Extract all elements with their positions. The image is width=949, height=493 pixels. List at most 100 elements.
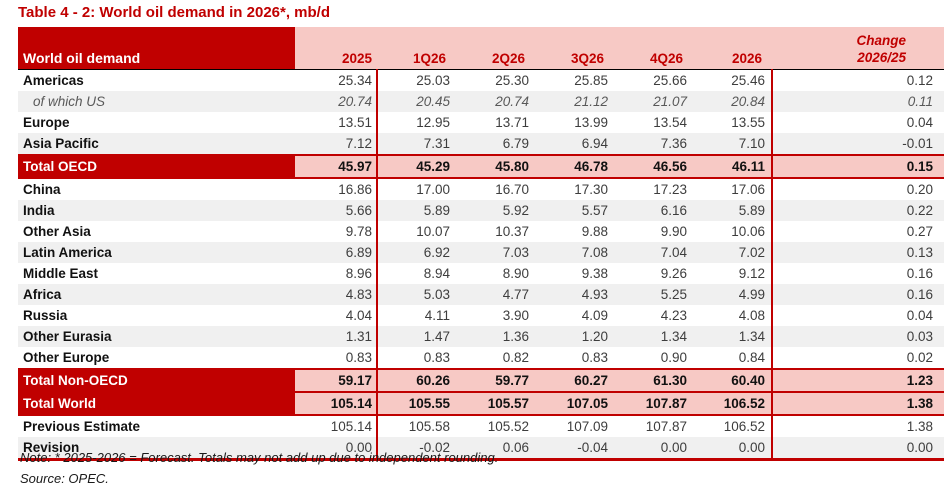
row-other-eurasia: Other Eurasia 1.31 1.47 1.36 1.20 1.34 1.34 0.0… xyxy=(18,326,944,347)
row-label-china: China xyxy=(23,182,61,197)
cell-india-change: 0.22 xyxy=(772,200,944,221)
cell-china-1Q26: 17.00 xyxy=(416,182,450,197)
row-label-other-eurasia: Other Eurasia xyxy=(18,326,295,347)
cell-other-eurasia-4Q26: 1.34 xyxy=(614,326,693,347)
column-header-1q26: 1Q26 xyxy=(377,27,456,70)
cell-russia-3Q26: 4.09 xyxy=(581,308,608,323)
row-middle-east: Middle East 8.96 8.94 8.90 9.38 9.26 9.12 0.16 xyxy=(18,263,944,284)
row-china: China 16.86 17.00 16.70 17.30 17.23 17.06 0.20 xyxy=(18,178,944,200)
cell-asia-pacific-2025: 7.12 xyxy=(295,133,378,155)
cell-other-asia-3Q26: 9.88 xyxy=(581,224,608,239)
cell-europe-2Q26: 13.71 xyxy=(495,115,529,130)
cell-total-non-oecd-2026: 60.40 xyxy=(693,368,773,393)
row-asia-pacific: Asia Pacific 7.12 7.31 6.79 6.94 7.36 7.10 -0.0… xyxy=(18,133,944,155)
cell-of-which-us-2026: 20.84 xyxy=(693,91,773,112)
cell-previous-estimate-1Q26: 105.58 xyxy=(408,419,450,434)
cell-total-world-2026: 106.52 xyxy=(693,391,773,416)
cell-of-which-us-4Q26: 21.07 xyxy=(614,91,693,112)
cell-africa-2026: 4.99 xyxy=(693,284,773,305)
cell-other-eurasia-2026: 1.34 xyxy=(693,326,773,347)
row-previous-estimate: Previous Estimate 105.14 105.58 105.52 107.0… xyxy=(18,415,944,437)
cell-middle-east-2Q26: 8.90 xyxy=(502,266,529,281)
table-header-row: World oil demand 2025 1Q26 2Q26 3Q26 4Q26 202… xyxy=(18,27,944,70)
row-europe: Europe 13.51 12.95 13.71 13.99 13.54 13.55 0.04 xyxy=(18,112,944,133)
cell-other-eurasia-2Q26: 1.36 xyxy=(456,326,535,347)
cell-india-2026: 5.89 xyxy=(693,200,773,221)
cell-of-which-us-2025: 20.74 xyxy=(295,91,378,112)
row-label-asia-pacific: Asia Pacific xyxy=(18,133,295,155)
cell-africa-4Q26: 5.25 xyxy=(614,284,693,305)
cell-other-eurasia-change: 0.03 xyxy=(772,326,944,347)
cell-revision-2025: 0.00 xyxy=(295,437,378,461)
row-other-europe: Other Europe 0.83 0.83 0.82 0.83 0.90 0.84 0.02 xyxy=(18,347,944,369)
row-label-of-which-us: of which US xyxy=(18,91,295,112)
cell-other-asia-2Q26: 10.37 xyxy=(495,224,529,239)
cell-previous-estimate-4Q26: 107.87 xyxy=(645,419,687,434)
cell-india-4Q26: 6.16 xyxy=(614,200,693,221)
cell-revision-2Q26: 0.06 xyxy=(456,437,535,461)
cell-asia-pacific-4Q26: 7.36 xyxy=(614,133,693,155)
cell-other-asia-4Q26: 9.90 xyxy=(660,224,687,239)
cell-total-world-4Q26: 107.87 xyxy=(614,391,693,416)
cell-total-non-oecd-2025: 59.17 xyxy=(295,368,378,393)
cell-total-non-oecd-1Q26: 60.26 xyxy=(377,368,456,393)
footnote-source: Source: OPEC. xyxy=(20,471,109,486)
cell-americas-2025: 25.34 xyxy=(295,69,378,91)
cell-india-2Q26: 5.92 xyxy=(456,200,535,221)
cell-middle-east-2025: 8.96 xyxy=(295,263,378,284)
cell-total-oecd-4Q26: 46.56 xyxy=(614,154,693,179)
cell-europe-4Q26: 13.54 xyxy=(653,115,687,130)
cell-india-2025: 5.66 xyxy=(295,200,378,221)
cell-of-which-us-1Q26: 20.45 xyxy=(377,91,456,112)
cell-other-asia-1Q26: 10.07 xyxy=(416,224,450,239)
cell-previous-estimate-2Q26: 105.52 xyxy=(487,419,529,434)
cell-total-non-oecd-4Q26: 61.30 xyxy=(614,368,693,393)
cell-latin-america-2025: 6.89 xyxy=(295,242,378,263)
cell-total-world-1Q26: 105.55 xyxy=(377,391,456,416)
cell-latin-america-3Q26: 7.08 xyxy=(535,242,614,263)
row-label-latin-america: Latin America xyxy=(18,242,295,263)
column-header-2q26: 2Q26 xyxy=(456,27,535,70)
cell-americas-1Q26: 25.03 xyxy=(416,73,450,88)
row-label-total-world: Total World xyxy=(18,391,295,416)
cell-latin-america-1Q26: 6.92 xyxy=(377,242,456,263)
row-label-africa: Africa xyxy=(18,284,295,305)
cell-total-oecd-change: 0.15 xyxy=(772,154,944,179)
cell-asia-pacific-change: -0.01 xyxy=(772,133,944,155)
cell-previous-estimate-2026: 106.52 xyxy=(693,415,773,437)
cell-middle-east-3Q26: 9.38 xyxy=(581,266,608,281)
row-label-total-oecd: Total OECD xyxy=(18,154,295,179)
cell-other-europe-2Q26: 0.82 xyxy=(502,350,529,365)
cell-latin-america-change: 0.13 xyxy=(772,242,944,263)
cell-of-which-us-2Q26: 20.74 xyxy=(456,91,535,112)
cell-other-europe-2026: 0.84 xyxy=(693,347,773,369)
cell-americas-2026: 25.46 xyxy=(693,69,773,91)
row-label-other-asia: Other Asia xyxy=(23,224,91,239)
cell-total-non-oecd-3Q26: 60.27 xyxy=(535,368,614,393)
cell-china-2025: 16.86 xyxy=(295,178,378,200)
cell-latin-america-4Q26: 7.04 xyxy=(614,242,693,263)
footnote-note: Note: * 2025-2026 = Forecast. Totals may… xyxy=(20,450,499,465)
row-label-previous-estimate: Previous Estimate xyxy=(23,419,141,434)
cell-europe-2026: 13.55 xyxy=(693,112,773,133)
cell-russia-2025: 4.04 xyxy=(295,305,378,326)
cell-asia-pacific-1Q26: 7.31 xyxy=(377,133,456,155)
row-of-which-us: of which US 20.74 20.45 20.74 21.12 21.07 20.8… xyxy=(18,91,944,112)
cell-total-oecd-2025: 45.97 xyxy=(295,154,378,179)
cell-other-europe-2025: 0.83 xyxy=(295,347,378,369)
cell-china-4Q26: 17.23 xyxy=(653,182,687,197)
cell-revision-change: 0.00 xyxy=(772,437,944,461)
column-header-4q26: 4Q26 xyxy=(614,27,693,70)
row-africa: Africa 4.83 5.03 4.77 4.93 5.25 4.99 0.16 xyxy=(18,284,944,305)
cell-europe-1Q26: 12.95 xyxy=(416,115,450,130)
cell-russia-2026: 4.08 xyxy=(693,305,773,326)
row-label-europe: Europe xyxy=(23,115,70,130)
cell-revision-1Q26: -0.02 xyxy=(377,437,456,461)
row-americas: Americas 25.34 25.03 25.30 25.85 25.66 25.46 0.… xyxy=(18,69,944,91)
row-total-world: Total World 105.14 105.55 105.57 107.05 107.8… xyxy=(18,391,944,416)
cell-revision-2026: 0.00 xyxy=(693,437,773,461)
cell-total-non-oecd-2Q26: 59.77 xyxy=(456,368,535,393)
row-label-india: India xyxy=(18,200,295,221)
cell-middle-east-4Q26: 9.26 xyxy=(660,266,687,281)
cell-of-which-us-change: 0.11 xyxy=(772,91,944,112)
